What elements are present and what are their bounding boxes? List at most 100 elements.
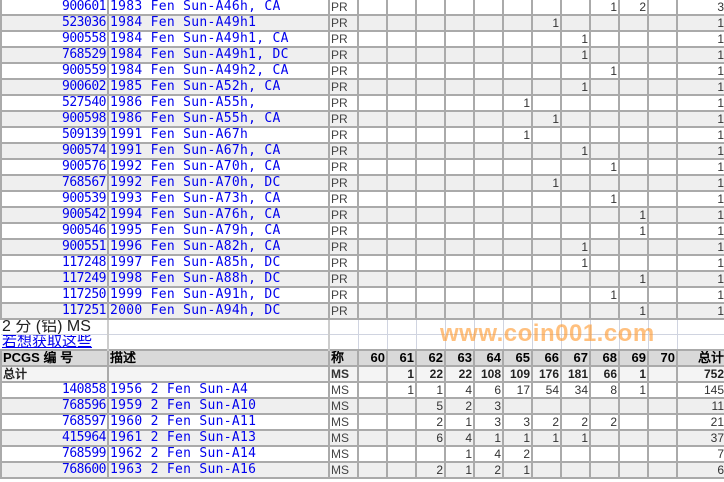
table-row: 900551 1996 Fen Sun-A82h, CA PR 1 1 [0, 238, 724, 256]
pcgs-id-link[interactable]: 523036 [0, 14, 109, 32]
grade-count-68 [589, 302, 620, 320]
pcgs-id-link[interactable]: 900558 [0, 30, 109, 48]
description-link[interactable]: 1999 Fen Sun-A91h, DC [107, 286, 330, 304]
description-link[interactable]: 1996 Fen Sun-A82h, CA [107, 238, 330, 256]
pcgs-id-link[interactable]: 768600 [0, 461, 109, 479]
grade-count-62 [415, 62, 446, 80]
pcgs-id-link[interactable]: 900559 [0, 62, 109, 80]
grade-count-64 [473, 222, 504, 240]
grade-count-67 [560, 94, 591, 112]
grade-count-62 [415, 78, 446, 96]
description-link[interactable]: 1994 Fen Sun-A76h, CA [107, 206, 330, 224]
grade-count-62 [415, 254, 446, 272]
grade-designation: PR [328, 286, 359, 304]
description-link[interactable]: 1961 2 Fen Sun-A13 [107, 429, 330, 447]
description-link[interactable]: 1956 2 Fen Sun-A4 [107, 381, 330, 399]
pcgs-id-link[interactable]: 900551 [0, 238, 109, 256]
grade-count-67 [560, 14, 591, 32]
grade-count-64 [473, 62, 504, 80]
grade-count-61 [386, 14, 417, 32]
description-link[interactable]: 1992 Fen Sun-A70h, DC [107, 174, 330, 192]
pcgs-id-link[interactable]: 900598 [0, 110, 109, 128]
header-grade-66: 66 [531, 349, 562, 367]
description-link[interactable]: 1960 2 Fen Sun-A11 [107, 413, 330, 431]
table-row: 117251 2000 Fen Sun-A94h, DC PR 1 1 [0, 302, 724, 320]
grade-count-70 [647, 0, 678, 16]
table-row: 900559 1984 Fen Sun-A49h2, CA PR 1 1 [0, 62, 724, 80]
grade-count-69 [618, 126, 649, 144]
pcgs-id-link[interactable]: 768567 [0, 174, 109, 192]
description-link[interactable]: 1984 Fen Sun-A49h1, CA [107, 30, 330, 48]
grade-count-67: 1 [560, 46, 591, 64]
pcgs-id-link[interactable]: 900601 [0, 0, 109, 16]
grade-count-70 [647, 174, 678, 192]
description-link[interactable]: 1983 Fen Sun-A46h, CA [107, 0, 330, 16]
description-link[interactable]: 1993 Fen Sun-A73h, CA [107, 190, 330, 208]
grade-designation: MS [328, 429, 359, 447]
description-link[interactable]: 1991 Fen Sun-A67h, CA [107, 142, 330, 160]
description-link[interactable]: 2000 Fen Sun-A94h, DC [107, 302, 330, 320]
grade-count-66 [531, 286, 562, 304]
description-link[interactable]: 1984 Fen Sun-A49h2, CA [107, 62, 330, 80]
pcgs-id-link[interactable]: 768597 [0, 413, 109, 431]
grade-count-60 [357, 302, 388, 320]
description-link[interactable]: 1997 Fen Sun-A85h, DC [107, 254, 330, 272]
description-link[interactable]: 1963 2 Fen Sun-A16 [107, 461, 330, 479]
grade-count-62 [415, 0, 446, 16]
grade-count-67: 1 [560, 142, 591, 160]
header-grade-62: 62 [415, 349, 446, 367]
grade-count-66 [531, 62, 562, 80]
pcgs-id-link[interactable]: 117250 [0, 286, 109, 304]
description-link[interactable]: 1985 Fen Sun-A52h, CA [107, 78, 330, 96]
pcgs-id-link[interactable]: 900574 [0, 142, 109, 160]
description-link[interactable]: 1998 Fen Sun-A88h, DC [107, 270, 330, 288]
grade-count-67 [560, 0, 591, 16]
table-header: PCGS 编 号 描述 称 60 61 62 63 64 65 66 67 68 69 70 总计 [0, 349, 724, 367]
description-link[interactable]: 1986 Fen Sun-A55h, CA [107, 110, 330, 128]
header-grade-63: 63 [444, 349, 475, 367]
grade-count-67: 34 [560, 381, 591, 399]
pcgs-id-link[interactable]: 509139 [0, 126, 109, 144]
description-link[interactable]: 1986 Fen Sun-A55h, [107, 94, 330, 112]
pcgs-id-link[interactable]: 900602 [0, 78, 109, 96]
header-grade-64: 64 [473, 349, 504, 367]
description-link[interactable]: 1962 2 Fen Sun-A14 [107, 445, 330, 463]
grade-count-63 [444, 94, 475, 112]
description-link[interactable]: 1984 Fen Sun-A49h1, DC [107, 46, 330, 64]
grade-count-69 [618, 413, 649, 431]
description-link[interactable]: 1959 2 Fen Sun-A10 [107, 397, 330, 415]
pcgs-id-link[interactable]: 117248 [0, 254, 109, 272]
pcgs-id-link[interactable]: 140858 [0, 381, 109, 399]
header-description: 描述 [107, 349, 330, 367]
description-link[interactable]: 1992 Fen Sun-A70h, CA [107, 158, 330, 176]
grade-count-68 [589, 461, 620, 479]
grade-count-67 [560, 461, 591, 479]
grade-count-70 [647, 110, 678, 128]
pcgs-id-link[interactable]: 900546 [0, 222, 109, 240]
pcgs-id-link[interactable]: 900542 [0, 206, 109, 224]
grade-count-61 [386, 397, 417, 415]
grade-count-61 [386, 46, 417, 64]
pcgs-id-link[interactable]: 415964 [0, 429, 109, 447]
pcgs-id-link[interactable]: 527540 [0, 94, 109, 112]
pcgs-id-link[interactable]: 768529 [0, 46, 109, 64]
pcgs-id-link[interactable]: 117251 [0, 302, 109, 320]
description-link[interactable]: 1984 Fen Sun-A49h1 [107, 14, 330, 32]
get-data-link[interactable]: 若想获取这些 [1, 334, 109, 351]
grade-count-62 [415, 126, 446, 144]
pcgs-id-link[interactable]: 900539 [0, 190, 109, 208]
pcgs-id-link[interactable]: 768599 [0, 445, 109, 463]
grade-count-70 [647, 238, 678, 256]
grade-count-62 [415, 158, 446, 176]
pcgs-id-link[interactable]: 768596 [0, 397, 109, 415]
grade-designation: PR [328, 222, 359, 240]
description-link[interactable]: 1991 Fen Sun-A67h [107, 126, 330, 144]
grade-count-62 [415, 190, 446, 208]
description-link[interactable]: 1995 Fen Sun-A79h, CA [107, 222, 330, 240]
grade-count-65 [502, 14, 533, 32]
pcgs-id-link[interactable]: 117249 [0, 270, 109, 288]
pcgs-id-link[interactable]: 900576 [0, 158, 109, 176]
grade-count-66: 54 [531, 381, 562, 399]
grade-count-70 [647, 397, 678, 415]
grade-count-69: 1 [618, 222, 649, 240]
